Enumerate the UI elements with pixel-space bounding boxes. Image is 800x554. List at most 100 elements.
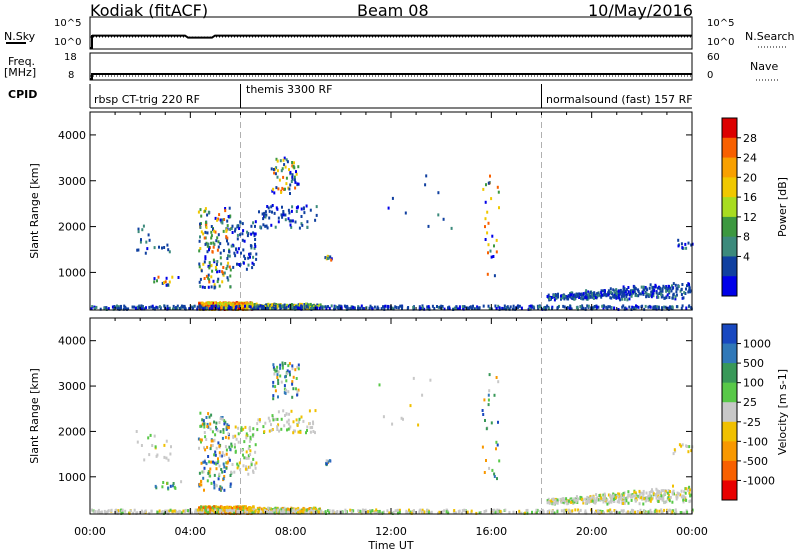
power-cell [250,246,253,250]
velocity-cell [281,363,284,367]
power-cell [221,280,224,284]
velocity-cell [187,509,189,513]
power-cell [691,242,694,246]
velocity-cell [272,511,274,515]
velocity-cell [244,509,247,513]
power-cell [153,277,156,281]
velocity-cell [292,431,295,435]
power-cell [284,187,286,191]
power-cell [252,255,255,259]
power-cell [204,242,207,246]
velocity-cell [252,427,255,431]
power-cell [675,290,678,294]
velocity-cell [573,497,576,501]
power-cell [679,289,682,293]
velocity-cell [171,509,174,513]
velocity-cell [210,444,213,448]
velocity-cell [230,505,232,509]
velocity-cell [207,455,210,458]
velocity-cell [312,430,315,433]
power-colorbar-swatch-0 [722,118,737,139]
velocity-cell [223,465,226,469]
velocity-cell [281,511,284,515]
velocity-cell [512,510,515,514]
velocity-cell [165,456,168,460]
power-cell [284,165,287,169]
velocity-cell [535,511,538,515]
power-cell [161,281,164,285]
velocity-cell [602,500,605,504]
power-cell [271,303,274,307]
power-cell [152,306,155,310]
power-cell [649,283,652,287]
power-cell [630,294,633,298]
power-cell [139,240,142,244]
velocity-cell [660,489,663,493]
power-cell [660,307,663,311]
velocity-cell [93,510,96,514]
power-cell [587,290,590,294]
power-cell [502,307,505,311]
power-cell [197,210,200,214]
velocity-cell [214,508,217,512]
power-cell [203,236,206,240]
power-cell [338,304,341,308]
power-cell [566,306,569,309]
velocity-cell [217,507,220,511]
power-cell [551,296,554,299]
power-cell [288,211,291,215]
velocity-cell [219,454,222,458]
velocity-cell [283,506,286,510]
velocity-cell [325,459,328,463]
velocity-cell [233,508,236,512]
velocity-cell [169,508,172,512]
power-cell [210,241,213,245]
velocity-cell [199,438,202,442]
power-cell [384,304,387,308]
velocity-cell [271,428,274,431]
power-cell [569,295,572,299]
velocity-cell [297,363,300,367]
power-cell [357,306,359,310]
power-cell [226,239,228,243]
power-cell [163,304,166,308]
velocity-cell [316,509,319,513]
power-cell [640,285,643,289]
power-cell [208,278,211,282]
velocity-cell [277,395,279,399]
velocity-cell [133,508,136,512]
velocity-cells [91,361,694,515]
velocity-cell [223,506,226,509]
power-cell [245,267,248,271]
velocity-cell [254,466,257,470]
velocity-cell [688,500,691,504]
power-cell [539,305,542,309]
power-cell [249,252,252,256]
power-cell [623,293,626,297]
power-cell [215,263,218,266]
velocity-cell [289,425,292,429]
velocity-cell [245,465,248,469]
velocity-cell [226,505,229,509]
power-cell [427,224,430,228]
power-cell [473,307,476,311]
velocity-cell [497,420,499,424]
velocity-cell [222,477,225,481]
velocity-cell [685,444,688,448]
velocity-cell [312,420,314,424]
velocity-cell [674,508,677,512]
power-cell [295,172,298,176]
velocity-cell [249,437,252,441]
velocity-cell [303,507,306,511]
velocity-cell [352,509,355,513]
velocity-cell [478,511,481,515]
power-cell [208,261,211,265]
power-cell [226,224,229,228]
power-cell [133,305,136,309]
power-cell [122,307,125,311]
velocity-cell [231,509,233,513]
velocity-cell [364,508,367,512]
velocity-cell [247,447,250,451]
power-colorbar-swatch-3 [722,177,737,198]
velocity-cell [603,496,606,500]
